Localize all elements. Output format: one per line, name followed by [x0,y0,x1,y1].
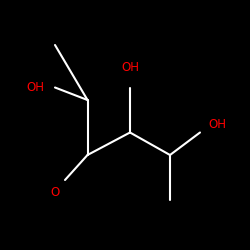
Text: OH: OH [208,118,226,132]
Text: OH: OH [26,81,44,94]
Text: O: O [50,186,60,199]
Text: OH: OH [121,61,139,74]
